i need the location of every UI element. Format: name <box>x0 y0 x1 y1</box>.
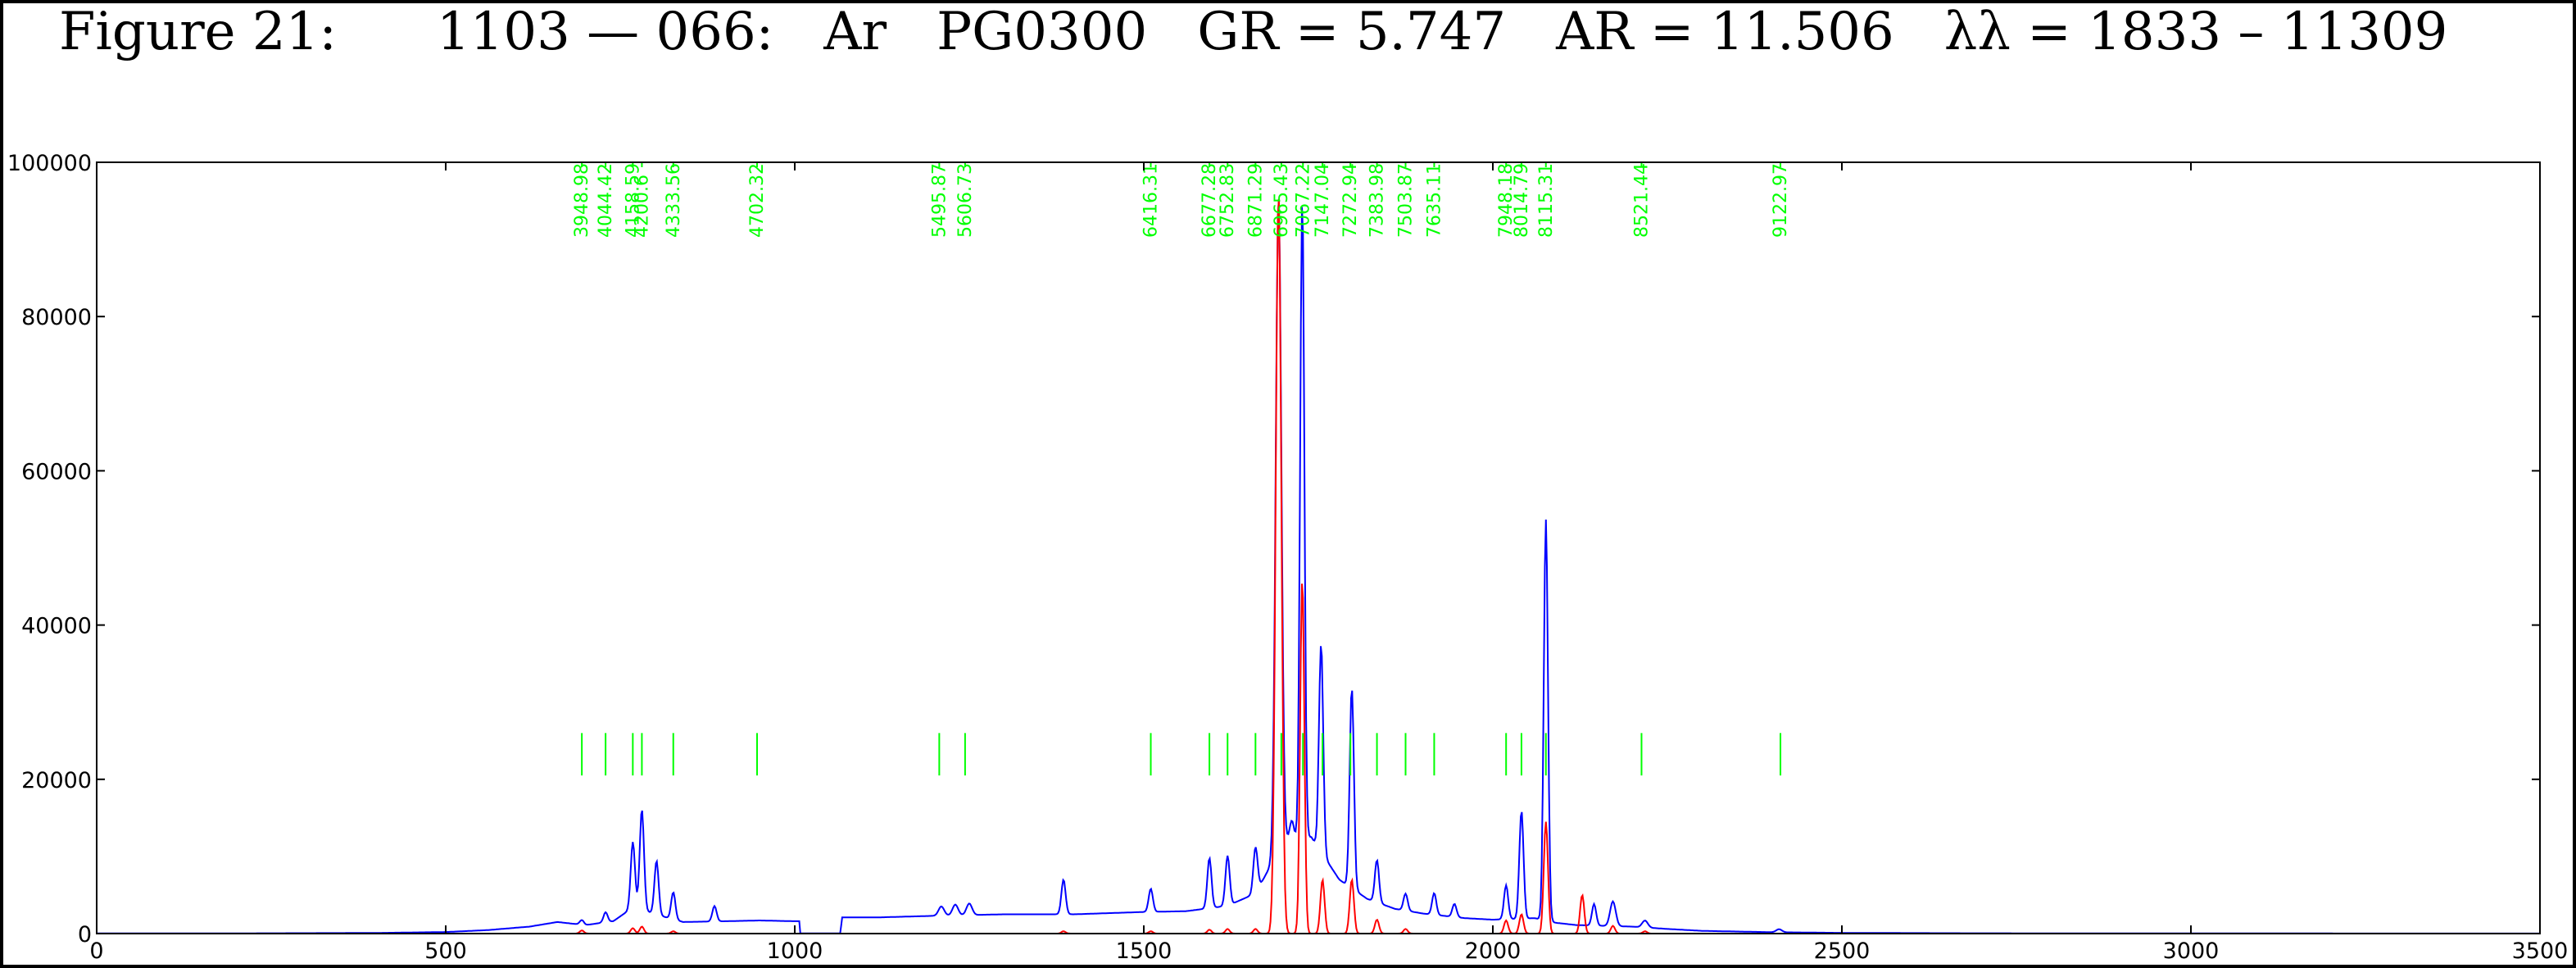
figure-title: Figure 21: 1103 — 066: Ar PG0300 GR = 5.… <box>59 2 2448 62</box>
line-mark-label-1: 4044.42 <box>596 163 616 238</box>
line-mark-label-0: 3948.98 <box>572 163 592 238</box>
y-tick-label-5: 100000 <box>7 151 92 176</box>
x-tick-label-3: 1500 <box>1116 938 1172 964</box>
x-tick-label-2: 1000 <box>767 938 823 964</box>
line-mark-label-11: 6871.29 <box>1245 163 1266 238</box>
x-tick-label-4: 2000 <box>1465 938 1522 964</box>
line-mark-label-20: 8014.79 <box>1512 163 1532 238</box>
line-mark-label-5: 4702.32 <box>747 163 768 238</box>
x-tick-label-5: 2500 <box>1814 938 1871 964</box>
line-mark-label-22: 8521.44 <box>1631 163 1652 238</box>
line-mark-label-21: 8115.31 <box>1536 163 1557 238</box>
line-mark-label-13: 7067.22 <box>1293 163 1313 238</box>
line-mark-label-3: 4200.6 <box>632 175 652 238</box>
line-mark-label-16: 7383.98 <box>1367 163 1388 238</box>
line-mark-label-19: 7948.18 <box>1496 163 1517 238</box>
line-mark-label-17: 7503.87 <box>1396 163 1417 238</box>
series-line-red <box>97 198 2540 934</box>
x-tick-label-1: 500 <box>424 938 467 964</box>
line-mark-label-4: 4333.56 <box>664 163 684 238</box>
line-mark-label-18: 7635.11 <box>1424 163 1444 238</box>
series-line-blue <box>97 199 2540 934</box>
line-mark-label-9: 6677.28 <box>1200 163 1220 238</box>
line-mark-label-23: 9122.97 <box>1771 163 1791 238</box>
x-tick-label-7: 3500 <box>2512 938 2569 964</box>
line-mark-label-7: 5606.73 <box>955 163 976 238</box>
y-tick-label-3: 60000 <box>21 459 92 484</box>
line-mark-label-14: 7147.04 <box>1313 163 1333 238</box>
line-mark-label-15: 7272.94 <box>1340 163 1361 238</box>
y-tick-label-4: 80000 <box>21 305 92 330</box>
plot-area-border <box>96 161 2541 934</box>
line-mark-label-8: 6416.31 <box>1141 163 1162 238</box>
x-tick-label-0: 0 <box>89 938 103 964</box>
y-tick-label-0: 0 <box>78 922 92 948</box>
line-mark-label-12: 6965.43 <box>1272 163 1292 238</box>
y-tick-label-2: 40000 <box>21 614 92 639</box>
line-mark-label-6: 5495.87 <box>929 163 950 238</box>
x-tick-label-6: 3000 <box>2163 938 2220 964</box>
line-mark-label-10: 6752.83 <box>1218 163 1238 238</box>
line-mark-label-2: 4158.59 <box>623 163 643 238</box>
y-tick-label-1: 20000 <box>21 768 92 793</box>
